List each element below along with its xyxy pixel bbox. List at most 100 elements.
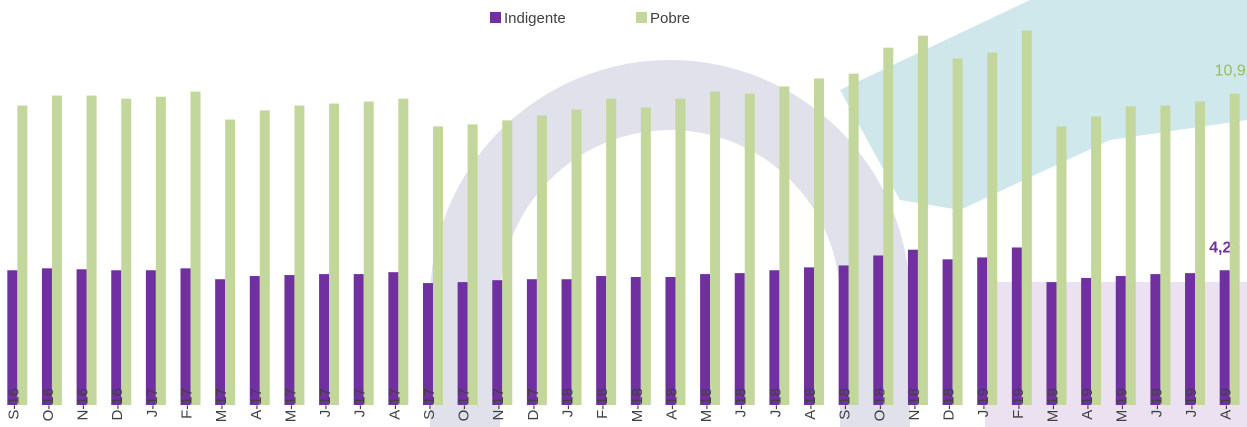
legend-label: Pobre [650, 10, 690, 27]
x-tick-label: S-16 [5, 388, 22, 420]
x-tick-label: S-17 [421, 388, 438, 420]
bar [572, 110, 582, 405]
bar [181, 268, 191, 405]
x-tick-label: D-16 [109, 388, 126, 421]
x-tick-label: J-19 [1183, 388, 1200, 417]
x-tick-label: J-17 [144, 388, 161, 417]
x-tick-label: A-17 [386, 388, 403, 420]
x-tick-label: J-19 [1148, 388, 1165, 417]
bar [1046, 282, 1056, 405]
bar [849, 74, 859, 405]
bar [779, 86, 789, 405]
x-tick-label: M-19 [1114, 388, 1131, 422]
x-tick-label: M-18 [629, 388, 646, 422]
bar [596, 276, 606, 405]
bar [319, 274, 329, 405]
x-tick-label: O-18 [871, 388, 888, 421]
x-tick-label: D-18 [941, 388, 958, 421]
bar [1195, 102, 1205, 405]
bar [398, 99, 408, 405]
bar [458, 282, 468, 405]
bar [329, 104, 339, 405]
x-tick-label: M-19 [1044, 388, 1061, 422]
bar [1022, 31, 1032, 405]
x-tick-label: A-18 [802, 388, 819, 420]
bar [675, 99, 685, 405]
value-label: 10,92 [1215, 63, 1247, 80]
x-tick-label: J-17 [317, 388, 334, 417]
bar [1091, 116, 1101, 405]
x-tick-label: D-17 [525, 388, 542, 421]
x-tick-label: A-18 [663, 388, 680, 420]
x-tick-label: N-18 [906, 388, 923, 421]
bar [745, 94, 755, 405]
bar [42, 268, 52, 405]
legend-label: Indigente [504, 10, 566, 27]
bar [1012, 247, 1022, 405]
legend-swatch [636, 12, 647, 23]
bar [294, 106, 304, 405]
bar [710, 92, 720, 405]
bar [527, 279, 537, 405]
bar [502, 120, 512, 405]
bar [1230, 94, 1240, 405]
bar [1056, 126, 1066, 405]
x-tick-label: O-17 [456, 388, 473, 421]
x-tick-label: M-18 [698, 388, 715, 422]
bar [7, 270, 17, 405]
x-tick-label: J-17 [352, 388, 369, 417]
chart: IndigentePobreS-16O-16N-16D-16J-17F-17M-… [0, 0, 1247, 427]
x-tick-label: J-18 [560, 388, 577, 417]
bar [977, 257, 987, 405]
bar [665, 277, 675, 405]
bar [700, 274, 710, 405]
bar [873, 255, 883, 405]
bar [77, 269, 87, 405]
bar [839, 265, 849, 405]
bar [1081, 278, 1091, 405]
bar [260, 110, 270, 405]
bar [908, 250, 918, 405]
bar [156, 97, 166, 405]
bar [52, 96, 62, 405]
bar [562, 279, 572, 405]
x-tick-label: O-16 [40, 388, 57, 421]
bar [1126, 106, 1136, 405]
bar [225, 120, 235, 405]
x-tick-label: F-19 [1010, 388, 1027, 419]
x-tick-label: F-18 [594, 388, 611, 419]
bar [364, 102, 374, 405]
bar [804, 267, 814, 405]
x-tick-label: N-17 [490, 388, 507, 421]
bar [918, 36, 928, 405]
watermark-shape [840, 0, 1247, 210]
bar [250, 276, 260, 405]
bar [1160, 106, 1170, 405]
bar [433, 126, 443, 405]
bar [631, 277, 641, 405]
x-tick-label: J-18 [767, 388, 784, 417]
x-tick-label: F-17 [178, 388, 195, 419]
bar [769, 270, 779, 405]
bar [641, 108, 651, 405]
bar [388, 272, 398, 405]
bar [1220, 270, 1230, 405]
bar [354, 274, 364, 405]
bar [953, 59, 963, 406]
legend-swatch [490, 12, 501, 23]
x-tick-label: S-18 [837, 388, 854, 420]
x-tick-label: M-17 [213, 388, 230, 422]
bar [191, 92, 201, 405]
bar [284, 275, 294, 405]
x-tick-label: J-18 [733, 388, 750, 417]
bar [606, 99, 616, 405]
bar [17, 106, 27, 405]
bar [883, 48, 893, 405]
bar [215, 279, 225, 405]
bar [492, 280, 502, 405]
x-tick-label: A-17 [248, 388, 265, 420]
x-tick-label: A-19 [1079, 388, 1096, 420]
bar [943, 259, 953, 405]
x-tick-label: A-19 [1218, 388, 1235, 420]
bar [121, 99, 131, 405]
